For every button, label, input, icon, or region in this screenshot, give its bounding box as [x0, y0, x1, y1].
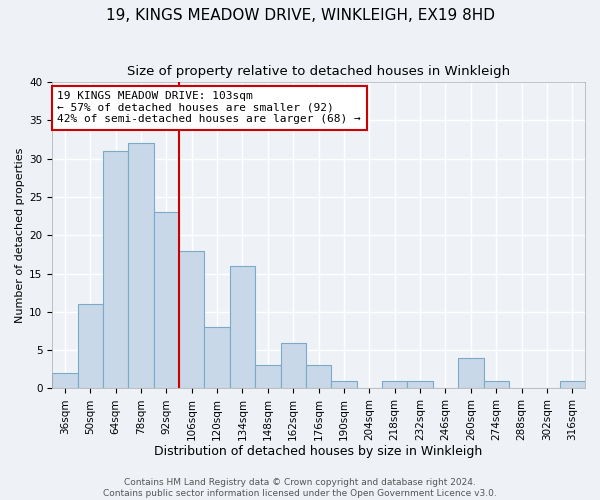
Text: 19 KINGS MEADOW DRIVE: 103sqm
← 57% of detached houses are smaller (92)
42% of s: 19 KINGS MEADOW DRIVE: 103sqm ← 57% of d…: [58, 91, 361, 124]
Bar: [128, 144, 154, 388]
Bar: [230, 266, 255, 388]
Bar: [154, 212, 179, 388]
X-axis label: Distribution of detached houses by size in Winkleigh: Distribution of detached houses by size …: [154, 444, 482, 458]
Bar: [281, 342, 306, 388]
Text: Contains HM Land Registry data © Crown copyright and database right 2024.
Contai: Contains HM Land Registry data © Crown c…: [103, 478, 497, 498]
Bar: [103, 151, 128, 388]
Text: 19, KINGS MEADOW DRIVE, WINKLEIGH, EX19 8HD: 19, KINGS MEADOW DRIVE, WINKLEIGH, EX19 …: [106, 8, 494, 22]
Bar: [407, 381, 433, 388]
Title: Size of property relative to detached houses in Winkleigh: Size of property relative to detached ho…: [127, 65, 510, 78]
Bar: [331, 381, 356, 388]
Bar: [560, 381, 585, 388]
Bar: [484, 381, 509, 388]
Bar: [382, 381, 407, 388]
Bar: [52, 373, 77, 388]
Bar: [458, 358, 484, 388]
Bar: [306, 366, 331, 388]
Bar: [255, 366, 281, 388]
Bar: [179, 250, 205, 388]
Bar: [77, 304, 103, 388]
Y-axis label: Number of detached properties: Number of detached properties: [15, 148, 25, 323]
Bar: [205, 327, 230, 388]
